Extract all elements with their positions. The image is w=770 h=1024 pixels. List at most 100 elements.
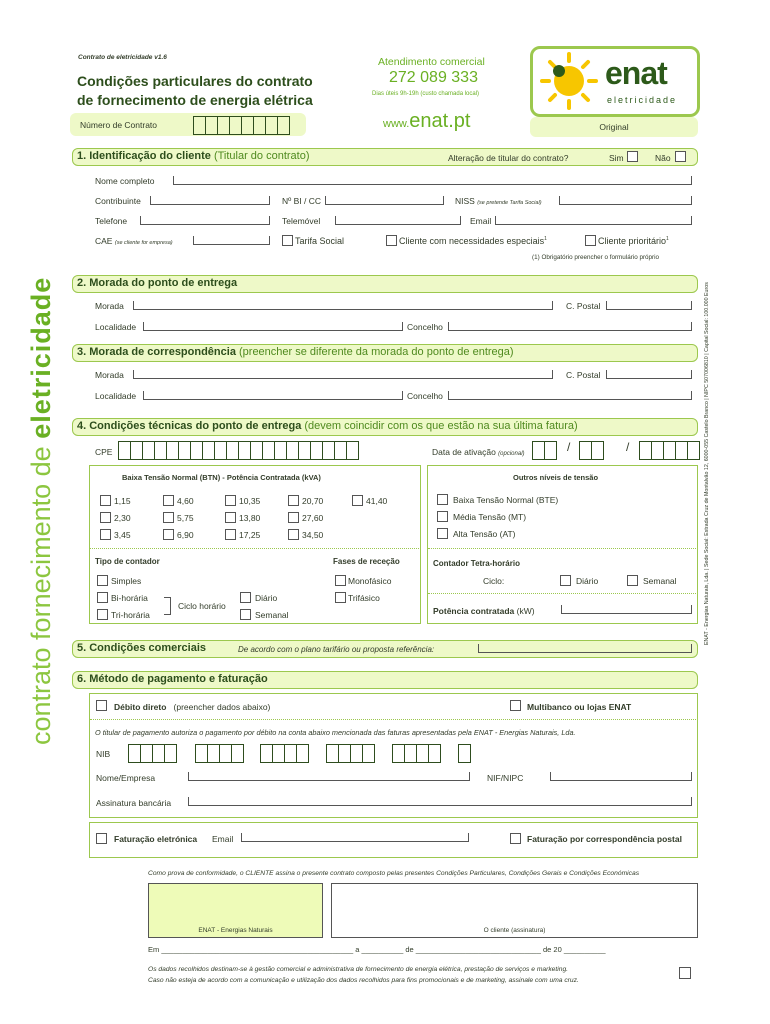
nib-input[interactable] xyxy=(458,744,471,763)
contract-number-input[interactable] xyxy=(193,116,290,135)
social-tariff-checkbox[interactable] xyxy=(282,235,293,246)
mono-checkbox[interactable] xyxy=(335,575,346,586)
client-signature-label: O cliente (assinatura) xyxy=(483,927,546,934)
delivery-address-field[interactable] xyxy=(133,301,553,310)
digit-cell[interactable] xyxy=(296,744,309,763)
power-13-80-checkbox[interactable] xyxy=(225,512,236,523)
power-34-50-checkbox[interactable] xyxy=(288,529,299,540)
mobile-field[interactable] xyxy=(335,216,461,225)
digit-cell[interactable] xyxy=(231,744,244,763)
activation-year-input[interactable] xyxy=(639,441,700,460)
postal-billing-checkbox[interactable] xyxy=(510,833,521,844)
simple-checkbox[interactable] xyxy=(97,575,108,586)
digit-cell[interactable] xyxy=(277,116,290,135)
digit-cell[interactable] xyxy=(164,744,177,763)
cycle-weekly-checkbox[interactable] xyxy=(240,609,251,620)
nif-field[interactable] xyxy=(150,196,270,205)
power-10-35-checkbox[interactable] xyxy=(225,495,236,506)
digit-cell[interactable] xyxy=(428,744,441,763)
at-checkbox[interactable] xyxy=(437,528,448,539)
nib-input[interactable] xyxy=(326,744,375,763)
debit-name-field[interactable] xyxy=(188,772,470,781)
niss-field[interactable] xyxy=(559,196,692,205)
e-billing-checkbox[interactable] xyxy=(96,833,107,844)
nif-label: Contribuinte xyxy=(95,196,141,206)
priority-client-checkbox[interactable] xyxy=(585,235,596,246)
power-2-30-checkbox[interactable] xyxy=(100,512,111,523)
cycle-daily-checkbox[interactable] xyxy=(240,592,251,603)
activation-day-input[interactable] xyxy=(532,441,557,460)
delivery-locality-field[interactable] xyxy=(143,322,403,331)
power-label: 2,30 xyxy=(114,513,131,523)
activation-month-input[interactable] xyxy=(579,441,604,460)
triphase-checkbox[interactable] xyxy=(335,592,346,603)
tetra-daily-checkbox[interactable] xyxy=(560,575,571,586)
bracket xyxy=(164,597,171,615)
tariff-reference-field[interactable] xyxy=(478,644,692,653)
email-field[interactable] xyxy=(495,216,692,225)
digit-cell[interactable] xyxy=(544,441,557,460)
delivery-address-label: Morada xyxy=(95,301,124,311)
mail-postal-field[interactable] xyxy=(606,370,692,379)
power-label: 27,60 xyxy=(302,513,324,523)
power-kw-field[interactable] xyxy=(561,605,692,614)
debit-authorization: O titular de pagamento autoriza o pagame… xyxy=(95,728,576,737)
power-20-70-checkbox[interactable] xyxy=(288,495,299,506)
power-27-60-checkbox[interactable] xyxy=(288,512,299,523)
nib-input[interactable] xyxy=(195,744,244,763)
power-41-40-checkbox[interactable] xyxy=(352,495,363,506)
place-date-line[interactable]: Em _____________________________________… xyxy=(148,945,606,954)
mt-checkbox[interactable] xyxy=(437,511,448,522)
website-link[interactable]: www.enat.pt xyxy=(383,110,470,133)
mail-locality-field[interactable] xyxy=(143,391,403,400)
cpe-input[interactable] xyxy=(118,441,359,460)
mail-address-field[interactable] xyxy=(133,370,553,379)
tetra-weekly-checkbox[interactable] xyxy=(627,575,638,586)
nib-input[interactable] xyxy=(260,744,309,763)
phone-field[interactable] xyxy=(140,216,270,225)
special-needs-checkbox[interactable] xyxy=(386,235,397,246)
power-6-90-checkbox[interactable] xyxy=(163,529,174,540)
bi-field[interactable] xyxy=(325,196,444,205)
power-label: 6,90 xyxy=(177,530,194,540)
digit-cell[interactable] xyxy=(687,441,700,460)
power-5-75-checkbox[interactable] xyxy=(163,512,174,523)
nib-input[interactable] xyxy=(128,744,177,763)
holder-change-no-checkbox[interactable] xyxy=(675,151,686,162)
bank-signature-field[interactable] xyxy=(188,797,692,806)
nib-input[interactable] xyxy=(392,744,441,763)
direct-debit-checkbox[interactable] xyxy=(96,700,107,711)
cae-field[interactable] xyxy=(193,236,270,245)
digit-cell[interactable] xyxy=(346,441,359,460)
bi-hourly-checkbox[interactable] xyxy=(97,592,108,603)
service-phone[interactable]: 272 089 333 xyxy=(389,69,478,86)
section-3-header: 3. Morada de correspondência (preencher … xyxy=(72,344,698,362)
power-3-45-checkbox[interactable] xyxy=(100,529,111,540)
direct-debit-label: Débito direto (preencher dados abaixo) xyxy=(114,702,271,712)
digit-cell[interactable] xyxy=(362,744,375,763)
full-name-field[interactable] xyxy=(173,176,692,185)
marketing-optout-checkbox[interactable] xyxy=(679,967,691,979)
delivery-postal-field[interactable] xyxy=(606,301,692,310)
power-label: 41,40 xyxy=(366,496,388,506)
delivery-county-label: Concelho xyxy=(407,322,443,332)
power-4-60-checkbox[interactable] xyxy=(163,495,174,506)
section-4-title: 4. Condições técnicas do ponto de entreg… xyxy=(77,420,578,432)
power-label: 17,25 xyxy=(239,530,261,540)
multibanco-checkbox[interactable] xyxy=(510,700,521,711)
tetra-daily-label: Diário xyxy=(576,576,599,586)
power-1-15-checkbox[interactable] xyxy=(100,495,111,506)
power-label: 13,80 xyxy=(239,513,261,523)
bte-checkbox[interactable] xyxy=(437,494,448,505)
client-signature-box[interactable]: O cliente (assinatura) xyxy=(331,883,698,938)
billing-email-field[interactable] xyxy=(241,833,469,842)
tri-hourly-checkbox[interactable] xyxy=(97,609,108,620)
digit-cell[interactable] xyxy=(458,744,471,763)
delivery-county-field[interactable] xyxy=(448,322,692,331)
power-17-25-checkbox[interactable] xyxy=(225,529,236,540)
digit-cell[interactable] xyxy=(591,441,604,460)
debit-nif-field[interactable] xyxy=(550,772,692,781)
holder-change-yes-checkbox[interactable] xyxy=(627,151,638,162)
power-kw-label: Potência contratada (kW) xyxy=(433,606,535,616)
mail-county-field[interactable] xyxy=(448,391,692,400)
